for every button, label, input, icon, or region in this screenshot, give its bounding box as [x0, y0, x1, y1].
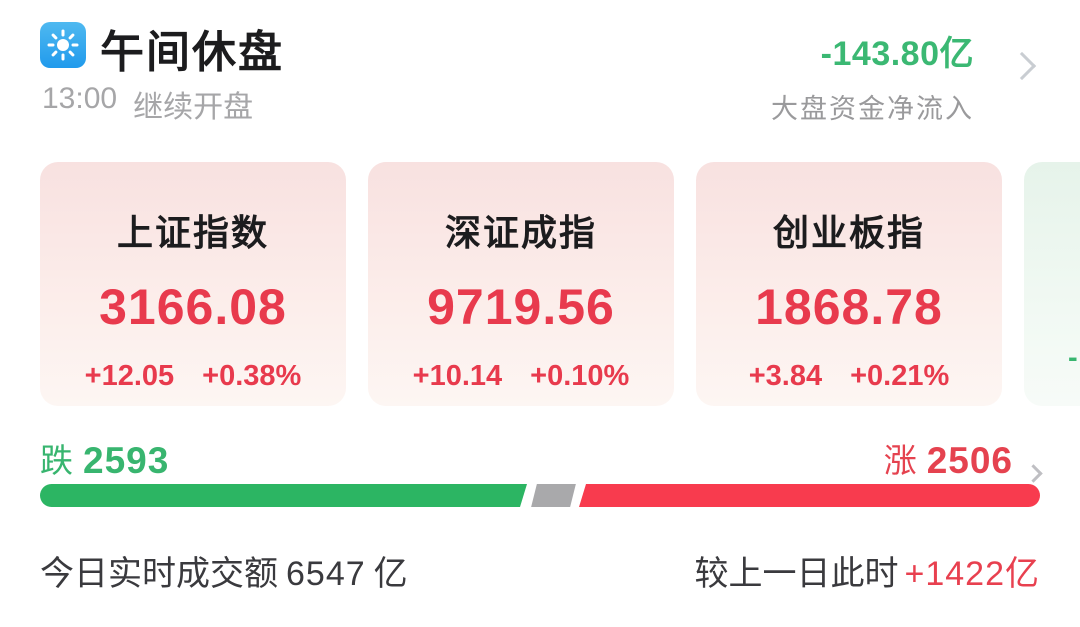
advancers-label: 涨	[883, 442, 917, 479]
turnover-today-value: 6547	[286, 555, 366, 593]
index-change-pct: +0.21%	[850, 360, 950, 392]
market-breadth-row[interactable]: 跌 2593 涨 2506	[40, 434, 1043, 483]
breadth-bar	[40, 484, 1040, 507]
advancers: 涨 2506	[883, 434, 1043, 483]
index-change-pct: +0.38%	[202, 360, 302, 392]
net-inflow-summary[interactable]: -143.80亿 大盘资金净流入	[771, 26, 974, 126]
net-inflow-value: -143.80亿	[820, 35, 974, 73]
index-card-chinext[interactable]: 创业板指 1868.78 +3.84 +0.21%	[696, 162, 1002, 406]
turnover-today-label: 今日实时成交额	[40, 555, 278, 593]
index-change-abs: +3.84	[748, 360, 823, 392]
session-status: 继续开盘	[133, 91, 254, 124]
index-name: 上证指数	[116, 212, 269, 253]
index-card-partial[interactable]: -	[1024, 162, 1080, 406]
index-value: 1868.78	[755, 279, 943, 335]
advancers-count: 2506	[926, 440, 1013, 481]
index-change: -	[1068, 342, 1078, 375]
turnover-compare-label: 较上一日此时	[694, 555, 899, 593]
turnover-today-unit: 亿	[373, 555, 408, 593]
index-cards: 上证指数 3166.08 +12.05 +0.38% 深证成指 9719.56 …	[40, 162, 1080, 406]
index-name: 深证成指	[444, 212, 597, 253]
index-change: +12.05 +0.38%	[40, 360, 346, 393]
decliners-count: 2593	[83, 440, 170, 481]
turnover-row: 今日实时成交额 6547 亿 较上一日此时 +1422亿	[40, 546, 1040, 595]
index-change: +3.84 +0.21%	[696, 360, 1002, 393]
breadth-bar-flat-segment	[531, 484, 576, 507]
sun-icon	[40, 22, 86, 68]
turnover-compare-value: +1422亿	[904, 555, 1040, 593]
turnover-compare: 较上一日此时 +1422亿	[695, 546, 1041, 595]
session-time: 13:00	[42, 82, 118, 115]
chevron-right-icon[interactable]	[1007, 51, 1037, 81]
chevron-right-icon[interactable]	[1024, 464, 1043, 483]
index-value: 9719.56	[427, 279, 615, 335]
index-card-shanghai[interactable]: 上证指数 3166.08 +12.05 +0.38%	[40, 162, 346, 406]
decliners: 跌 2593	[40, 434, 169, 482]
breadth-bar-down-segment	[40, 484, 527, 507]
index-change-abs: -	[1068, 342, 1078, 374]
index-card-shenzhen[interactable]: 深证成指 9719.56 +10.14 +0.10%	[368, 162, 674, 406]
index-change-abs: +12.05	[84, 360, 175, 392]
turnover-today: 今日实时成交额 6547 亿	[40, 546, 408, 595]
breadth-bar-up-segment	[579, 484, 1040, 507]
index-change-pct: +0.10%	[530, 360, 630, 392]
decliners-label: 跌	[40, 442, 73, 479]
page-title: 午间休盘	[100, 28, 284, 77]
session-subtitle: 13:00 继续开盘	[42, 82, 253, 126]
index-change: +10.14 +0.10%	[368, 360, 674, 393]
index-name: 创业板指	[772, 212, 925, 253]
index-value: 3166.08	[99, 279, 287, 335]
net-inflow-label: 大盘资金净流入	[771, 94, 974, 124]
index-change-abs: +10.14	[412, 360, 503, 392]
